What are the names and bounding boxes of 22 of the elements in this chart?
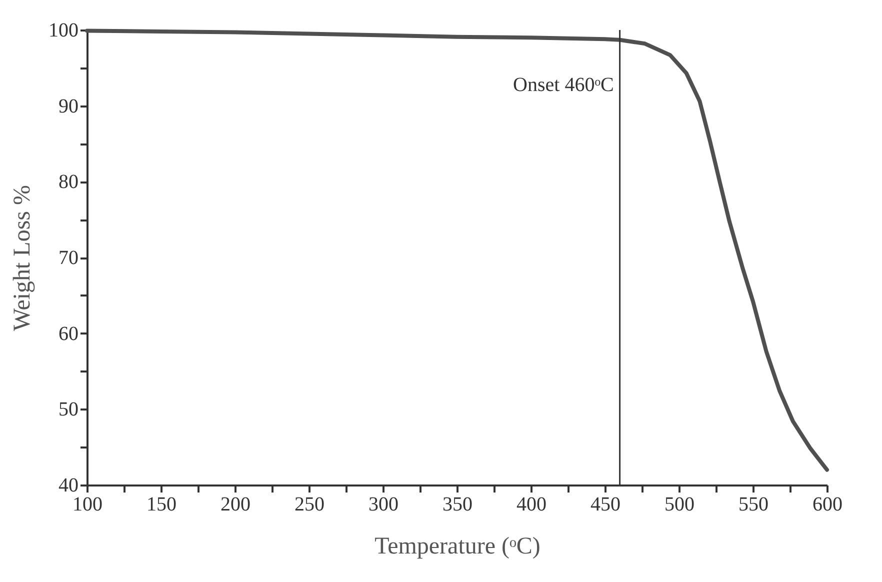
y-tick-label: 80 (58, 171, 78, 194)
y-tick-label: 60 (58, 322, 78, 345)
y-tick-label: 100 (48, 20, 78, 42)
x-tick-label: 450 (590, 494, 620, 516)
x-tick-label: 250 (294, 494, 324, 516)
y-axis-title: Weight Loss % (10, 184, 36, 332)
y-tick-label: 40 (58, 474, 78, 496)
x-tick-label: 500 (664, 494, 694, 516)
line-series (85, 28, 829, 472)
x-tick-label: 350 (442, 494, 472, 516)
ref-line-label: Onset 460ᵒC (513, 74, 614, 96)
x-tick-label: 100 (72, 494, 102, 516)
y-tick-label: 90 (58, 95, 78, 118)
x-tick-label: 300 (368, 494, 398, 516)
x-tick-label: 600 (812, 494, 842, 516)
x-axis-title: Temperature (ᵒC) (374, 534, 540, 560)
x-tick-label: 550 (738, 494, 768, 516)
y-tick-label: 70 (58, 247, 78, 269)
x-tick-label: 150 (146, 494, 176, 516)
x-tick-label: 200 (220, 494, 250, 516)
y-tick-label: 50 (58, 398, 78, 421)
x-tick-label: 400 (516, 494, 546, 516)
